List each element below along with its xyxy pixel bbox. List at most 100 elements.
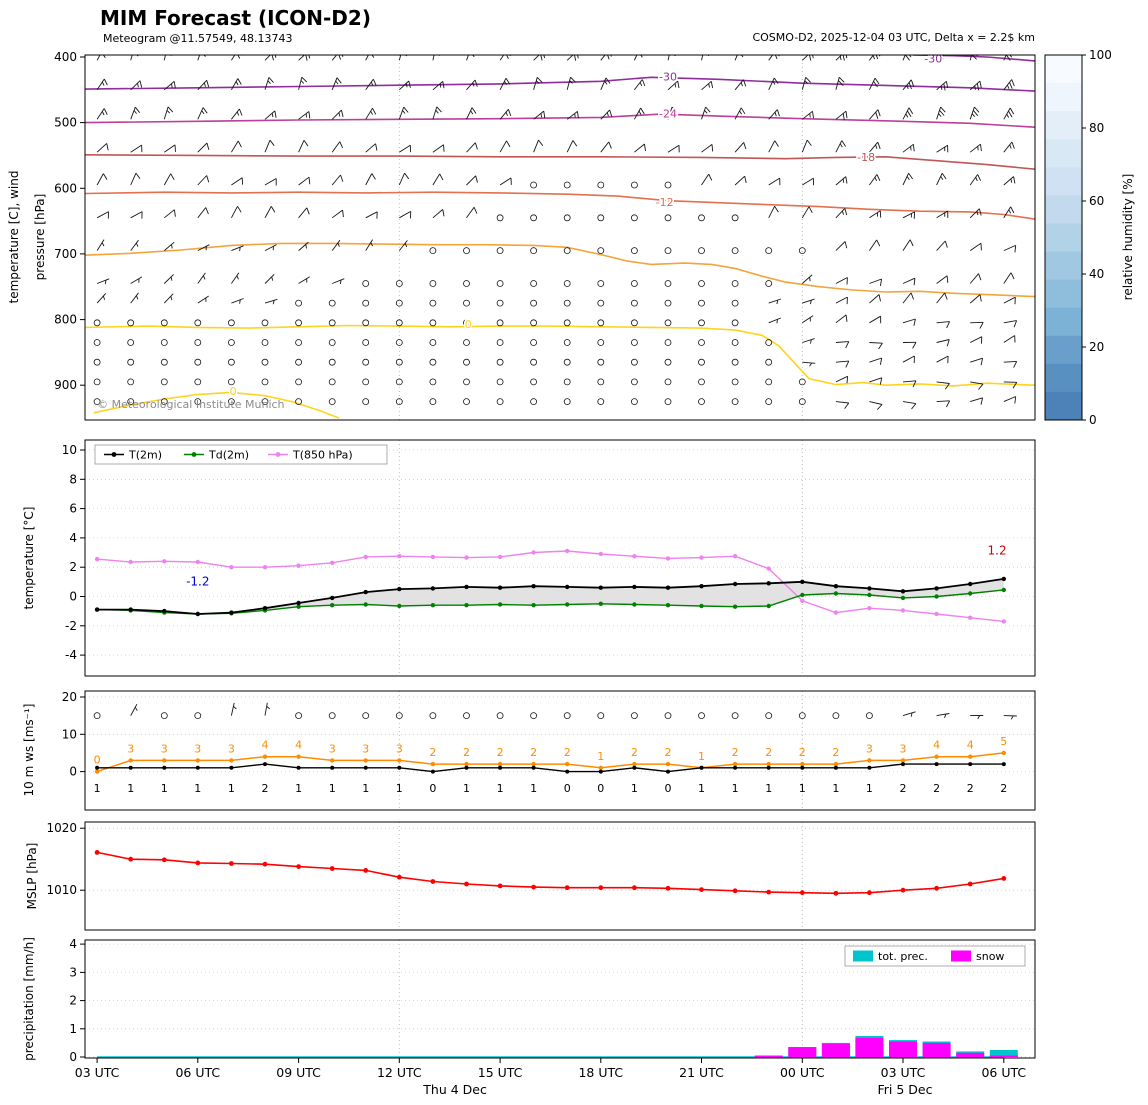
svg-text:4: 4 bbox=[262, 739, 269, 752]
svg-text:21 UTC: 21 UTC bbox=[679, 1065, 724, 1080]
svg-text:T(850 hPa): T(850 hPa) bbox=[292, 449, 353, 462]
svg-text:0: 0 bbox=[1089, 413, 1097, 427]
svg-text:-4: -4 bbox=[65, 648, 77, 662]
svg-text:1: 1 bbox=[497, 782, 504, 795]
tot-prec-bar bbox=[989, 1050, 1018, 1058]
frame-wind bbox=[84, 690, 1036, 811]
copyright-text: © Meteorological Institute Munich bbox=[97, 398, 284, 411]
svg-text:12 UTC: 12 UTC bbox=[377, 1065, 422, 1080]
wind-barb-grid bbox=[93, 55, 1018, 410]
contour-line--18 bbox=[85, 154, 1035, 170]
mean-wind-value-labels: 1 1 1 1 1 2 1 1 1 1 0 1 1 1 0 0 1 0 1 1 1 1 1 1 2 2 2 2 bbox=[94, 782, 1008, 795]
snow-bar bbox=[956, 1052, 985, 1057]
svg-text:1: 1 bbox=[530, 782, 537, 795]
svg-text:2: 2 bbox=[665, 746, 672, 759]
mslp-line bbox=[94, 850, 1007, 896]
svg-text:20: 20 bbox=[1089, 340, 1104, 354]
svg-text:1: 1 bbox=[396, 782, 403, 795]
page-title: MIM Forecast (ICON-D2) bbox=[100, 6, 371, 30]
svg-text:600: 600 bbox=[54, 181, 77, 195]
svg-text:8: 8 bbox=[69, 472, 77, 486]
svg-text:1020: 1020 bbox=[46, 821, 77, 835]
svg-text:3: 3 bbox=[127, 742, 134, 755]
svg-text:900: 900 bbox=[54, 378, 77, 392]
frame-precip bbox=[84, 939, 1036, 1059]
snow-bar bbox=[922, 1042, 951, 1057]
svg-text:tot. prec.: tot. prec. bbox=[878, 950, 928, 963]
svg-text:1: 1 bbox=[329, 782, 336, 795]
contour-line-0 bbox=[93, 391, 340, 419]
temperature-content: -1.2 1.2 bbox=[94, 544, 1007, 624]
svg-text:3: 3 bbox=[194, 742, 201, 755]
contour-label-0: 0 bbox=[230, 385, 237, 398]
wind-speed-ylabel: 10 m ws [ms⁻¹] bbox=[22, 703, 36, 797]
svg-text:2: 2 bbox=[799, 746, 806, 759]
svg-text:2: 2 bbox=[900, 782, 907, 795]
gust-line bbox=[94, 750, 1006, 774]
svg-text:2: 2 bbox=[530, 746, 537, 759]
mean-wind-line bbox=[95, 762, 1006, 774]
snow-legend-swatch bbox=[951, 950, 971, 962]
svg-text:18 UTC: 18 UTC bbox=[578, 1065, 623, 1080]
svg-text:1: 1 bbox=[94, 782, 101, 795]
svg-text:3: 3 bbox=[362, 742, 369, 755]
svg-text:100: 100 bbox=[1089, 48, 1112, 62]
svg-text:4: 4 bbox=[69, 937, 77, 951]
tot-prec-legend-swatch bbox=[853, 950, 873, 962]
svg-text:0: 0 bbox=[69, 590, 77, 604]
t2m-line bbox=[94, 576, 1006, 617]
svg-text:snow: snow bbox=[976, 950, 1004, 963]
svg-text:1: 1 bbox=[631, 782, 638, 795]
svg-text:4: 4 bbox=[967, 739, 974, 752]
panel-precip-axes: 0 1 2 3 4 bbox=[69, 937, 1035, 1064]
contour-label--18: -18 bbox=[857, 151, 875, 164]
svg-text:3: 3 bbox=[69, 965, 77, 979]
day-label: Thu 4 Dec bbox=[422, 1082, 487, 1097]
snow-bar bbox=[754, 1055, 783, 1057]
svg-text:1: 1 bbox=[832, 782, 839, 795]
mslp-ylabel: MSLP [hPa] bbox=[25, 842, 39, 910]
svg-text:2: 2 bbox=[497, 746, 504, 759]
svg-text:3: 3 bbox=[161, 742, 168, 755]
snow-bar bbox=[855, 1037, 884, 1057]
svg-text:15 UTC: 15 UTC bbox=[478, 1065, 523, 1080]
x-axis: 03 UTC 06 UTC 09 UTC 12 UTC 15 UTC 18 UTC 21 U… bbox=[75, 1058, 1026, 1097]
gust-value-labels: 0 3 3 3 3 4 4 3 3 3 2 2 2 2 2 1 2 2 1 2 2 2 2 3 3 4 4 5 bbox=[94, 735, 1008, 767]
temperature-ylabel: temperature [°C] bbox=[22, 506, 36, 610]
svg-text:0: 0 bbox=[69, 765, 77, 779]
svg-text:2: 2 bbox=[262, 782, 269, 795]
contour-line--6 bbox=[85, 242, 1035, 298]
svg-text:1: 1 bbox=[295, 782, 302, 795]
panel-upper-air-axes: 400 500 600 700 800 900 bbox=[54, 50, 803, 420]
svg-text:5: 5 bbox=[1000, 735, 1007, 748]
svg-text:0: 0 bbox=[665, 782, 672, 795]
svg-text:400: 400 bbox=[54, 50, 77, 64]
contour-label--30: -30 bbox=[659, 71, 677, 84]
svg-text:0: 0 bbox=[597, 782, 604, 795]
svg-text:0: 0 bbox=[564, 782, 571, 795]
colorbar-label: relative humidity [%] bbox=[1121, 173, 1135, 301]
svg-text:1: 1 bbox=[194, 782, 201, 795]
svg-text:1: 1 bbox=[463, 782, 470, 795]
svg-text:4: 4 bbox=[933, 739, 940, 752]
snow-bar bbox=[889, 1041, 917, 1057]
svg-text:10: 10 bbox=[62, 443, 77, 457]
svg-text:2: 2 bbox=[765, 746, 772, 759]
svg-text:1: 1 bbox=[698, 750, 705, 763]
svg-text:6: 6 bbox=[69, 502, 77, 516]
svg-text:00 UTC: 00 UTC bbox=[780, 1065, 825, 1080]
contour-line--30 bbox=[85, 76, 1035, 92]
svg-text:06 UTC: 06 UTC bbox=[175, 1065, 220, 1080]
svg-text:06 UTC: 06 UTC bbox=[981, 1065, 1026, 1080]
frame-temperature bbox=[84, 439, 1036, 677]
svg-text:1: 1 bbox=[127, 782, 134, 795]
svg-text:03 UTC: 03 UTC bbox=[75, 1065, 120, 1080]
svg-text:1: 1 bbox=[799, 782, 806, 795]
svg-text:2: 2 bbox=[1000, 782, 1007, 795]
svg-text:1: 1 bbox=[732, 782, 739, 795]
upper-air-ylabel-outer: temperature [C], wind bbox=[7, 170, 21, 304]
frame-upper-air bbox=[84, 54, 1036, 421]
svg-text:Td(2m): Td(2m) bbox=[208, 449, 249, 462]
